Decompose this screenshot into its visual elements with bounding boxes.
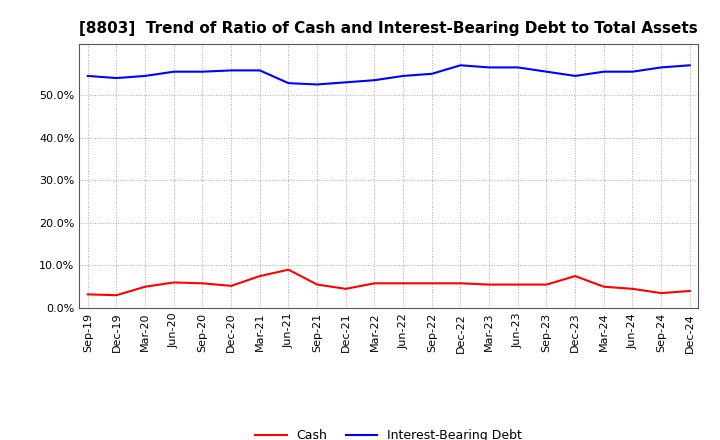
Cash <box>600 284 608 290</box>
Line: Interest-Bearing Debt: Interest-Bearing Debt <box>88 65 690 84</box>
Cash <box>513 282 522 287</box>
Interest-Bearing Debt <box>428 71 436 77</box>
Interest-Bearing Debt <box>657 65 665 70</box>
Cash <box>284 267 293 272</box>
Interest-Bearing Debt <box>485 65 493 70</box>
Cash <box>227 283 235 289</box>
Interest-Bearing Debt <box>227 68 235 73</box>
Interest-Bearing Debt <box>198 69 207 74</box>
Cash <box>169 280 178 285</box>
Cash <box>571 273 580 279</box>
Interest-Bearing Debt <box>513 65 522 70</box>
Cash <box>141 284 150 290</box>
Cash <box>542 282 551 287</box>
Cash <box>112 293 121 298</box>
Cash <box>657 290 665 296</box>
Interest-Bearing Debt <box>84 73 92 79</box>
Cash <box>399 281 408 286</box>
Interest-Bearing Debt <box>399 73 408 79</box>
Interest-Bearing Debt <box>284 81 293 86</box>
Cash <box>341 286 350 291</box>
Interest-Bearing Debt <box>370 77 379 83</box>
Line: Cash: Cash <box>88 270 690 295</box>
Cash <box>256 273 264 279</box>
Interest-Bearing Debt <box>256 68 264 73</box>
Interest-Bearing Debt <box>112 75 121 81</box>
Interest-Bearing Debt <box>312 82 321 87</box>
Interest-Bearing Debt <box>542 69 551 74</box>
Legend: Cash, Interest-Bearing Debt: Cash, Interest-Bearing Debt <box>251 424 527 440</box>
Interest-Bearing Debt <box>600 69 608 74</box>
Interest-Bearing Debt <box>169 69 178 74</box>
Cash <box>456 281 465 286</box>
Cash <box>370 281 379 286</box>
Cash <box>485 282 493 287</box>
Cash <box>428 281 436 286</box>
Cash <box>685 288 694 293</box>
Cash <box>628 286 636 291</box>
Title: [8803]  Trend of Ratio of Cash and Interest-Bearing Debt to Total Assets: [8803] Trend of Ratio of Cash and Intere… <box>79 21 698 36</box>
Interest-Bearing Debt <box>341 80 350 85</box>
Cash <box>198 281 207 286</box>
Interest-Bearing Debt <box>628 69 636 74</box>
Interest-Bearing Debt <box>456 62 465 68</box>
Interest-Bearing Debt <box>141 73 150 79</box>
Interest-Bearing Debt <box>685 62 694 68</box>
Cash <box>84 292 92 297</box>
Cash <box>312 282 321 287</box>
Interest-Bearing Debt <box>571 73 580 79</box>
